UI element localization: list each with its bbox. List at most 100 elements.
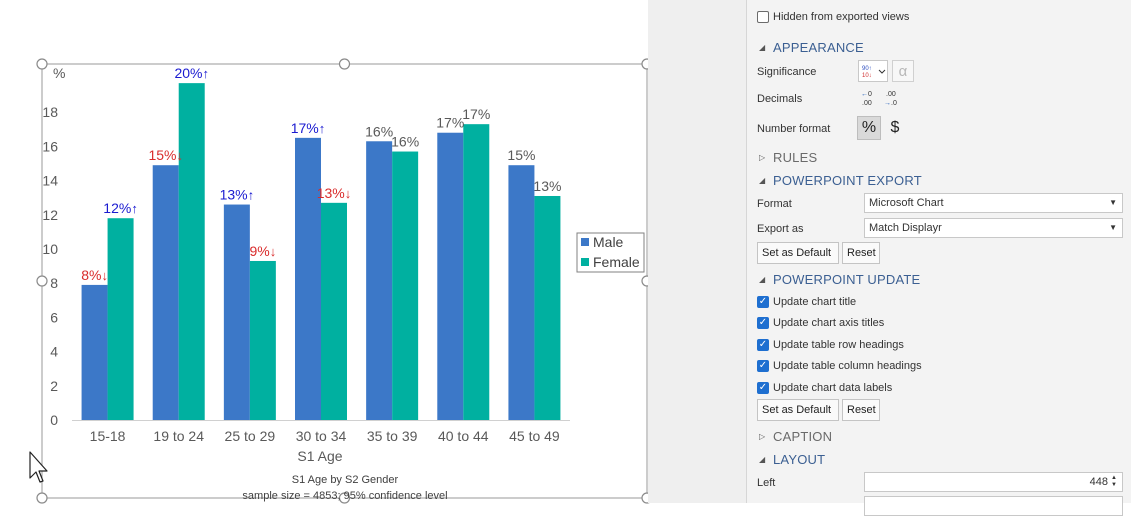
- export-as-select[interactable]: Match Displayr ▼: [864, 218, 1123, 238]
- y-axis-tick-labels: 0 2 4 6 8 10 12 14 16 18: [42, 104, 58, 428]
- bar-male: [81, 284, 108, 420]
- expanded-triangle-icon: ◢: [759, 43, 766, 52]
- resize-handle[interactable]: [36, 58, 48, 70]
- chart-canvas[interactable]: 0 2 4 6 8 10 12 14 16 18 % 8%↓ 12%↑ 15%↓ 20%↑ 13%↑ 9%↓…: [0, 0, 653, 504]
- bar-data-label: 9%↓: [249, 243, 276, 259]
- hidden-from-export-option[interactable]: Hidden from exported views: [757, 11, 909, 23]
- svg-text:90↑: 90↑: [862, 66, 872, 72]
- x-tick-label: 30 to 34: [296, 428, 347, 444]
- significance-dropdown[interactable]: 90↑ 10↓: [858, 60, 888, 82]
- update-option-column-headings[interactable]: ✓ Update table column headings: [757, 360, 922, 372]
- decrease-decimals-button[interactable]: ← 0 .00: [860, 88, 878, 108]
- svg-text:←: ←: [861, 91, 868, 98]
- y-tick-label: 0: [50, 412, 58, 428]
- section-caption[interactable]: ▷ CAPTION: [759, 429, 832, 444]
- left-input[interactable]: 448 ▲ ▼: [864, 472, 1123, 492]
- update-reset-button[interactable]: Reset: [842, 399, 880, 421]
- checkbox-checked-icon[interactable]: ✓: [757, 339, 769, 351]
- resize-handle[interactable]: [338, 58, 351, 70]
- stepper-icon[interactable]: ▲ ▼: [1111, 475, 1117, 488]
- svg-text:.00: .00: [886, 91, 896, 98]
- update-option-axis-titles[interactable]: ✓ Update chart axis titles: [757, 317, 884, 329]
- decimals-label: Decimals: [757, 93, 803, 105]
- section-layout-label: LAYOUT: [773, 452, 826, 467]
- format-select-value: Microsoft Chart: [869, 197, 944, 209]
- export-reset-button[interactable]: Reset: [842, 242, 880, 264]
- bar-data-label: 17%: [436, 115, 464, 131]
- mouse-cursor-icon: [29, 451, 48, 483]
- export-as-select-value: Match Displayr: [869, 222, 942, 234]
- bar-data-labels: 8%↓12%↑15%↓20%↑13%↑9%↓17%↑13%↓16%16%17%1…: [81, 65, 561, 283]
- bar-data-label: 17%: [462, 106, 490, 122]
- checkbox-checked-icon[interactable]: ✓: [757, 382, 769, 394]
- bar-female: [107, 218, 134, 420]
- x-axis-title: S1 Age: [297, 448, 342, 464]
- expanded-triangle-icon: ◢: [759, 275, 766, 284]
- checkbox-checked-icon[interactable]: ✓: [757, 296, 769, 308]
- section-rules[interactable]: ▷ RULES: [759, 150, 817, 165]
- y-tick-label: 16: [42, 138, 58, 154]
- checkbox-checked-icon[interactable]: ✓: [757, 317, 769, 329]
- chart-svg[interactable]: 0 2 4 6 8 10 12 14 16 18 % 8%↓ 12%↑ 15%↓ 20%↑ 13%↑ 9%↓…: [0, 0, 653, 504]
- currency-format-button[interactable]: $: [884, 116, 906, 140]
- bar-male: [366, 141, 393, 420]
- section-layout[interactable]: ◢ LAYOUT: [759, 452, 825, 467]
- properties-panel: Hidden from exported views ◢ APPEARANCE …: [746, 0, 1131, 516]
- bars: [81, 83, 561, 421]
- update-option-row-headings[interactable]: ✓ Update table row headings: [757, 339, 904, 351]
- bar-female: [321, 202, 347, 420]
- section-appearance-label: APPEARANCE: [773, 40, 864, 55]
- resize-handle[interactable]: [36, 275, 48, 287]
- y-tick-label: 6: [50, 309, 58, 325]
- y-tick-label: 18: [42, 104, 58, 120]
- increase-decimals-icon: .00 → .0: [884, 91, 897, 107]
- bar-data-label: 15%: [507, 147, 535, 163]
- update-set-as-default-button[interactable]: Set as Default: [757, 399, 839, 421]
- format-label: Format: [757, 198, 792, 210]
- bar-male: [152, 165, 179, 420]
- bar-data-label: 13%: [533, 178, 561, 194]
- format-select[interactable]: Microsoft Chart ▼: [864, 193, 1123, 213]
- x-axis-tick-labels: 15-18 19 to 24 25 to 29 30 to 34 35 to 39 40 …: [90, 428, 560, 444]
- x-tick-label: 15-18: [90, 428, 126, 444]
- bar-data-label: 13%↓: [317, 185, 352, 201]
- update-option-data-labels[interactable]: ✓ Update chart data labels: [757, 382, 892, 394]
- chevron-down-icon: ▼: [1109, 223, 1117, 232]
- bar-female: [392, 151, 419, 420]
- left-input-value: 448: [1089, 476, 1108, 488]
- legend-swatch: [581, 258, 589, 266]
- bar-data-label: 12%↑: [103, 200, 138, 216]
- update-option-label: Update chart data labels: [773, 382, 893, 394]
- y-tick-label: 4: [50, 344, 58, 360]
- section-appearance[interactable]: ◢ APPEARANCE: [759, 40, 864, 55]
- update-option-label: Update table row headings: [773, 339, 904, 351]
- checkbox-checked-icon[interactable]: ✓: [757, 360, 769, 372]
- increase-decimals-button[interactable]: .00 → .0: [883, 88, 901, 108]
- percent-format-button[interactable]: %: [857, 116, 881, 140]
- bar-female: [249, 260, 276, 420]
- section-powerpoint-export[interactable]: ◢ POWERPOINT EXPORT: [759, 173, 922, 188]
- hidden-from-export-checkbox[interactable]: [757, 11, 769, 23]
- dollar-icon: $: [890, 119, 900, 136]
- svg-text:10↓: 10↓: [862, 73, 872, 79]
- footnote-sample-size: sample size = 4853; 95% confidence level: [242, 490, 447, 502]
- legend-label: Female: [593, 254, 640, 270]
- top-input[interactable]: [864, 496, 1123, 516]
- bar-data-label: 15%↓: [148, 147, 183, 163]
- svg-text:→: →: [884, 100, 891, 107]
- bar-male: [223, 204, 250, 420]
- footnote-title: S1 Age by S2 Gender: [292, 474, 399, 486]
- bar-male: [508, 165, 535, 420]
- resize-handle[interactable]: [36, 492, 48, 504]
- export-set-as-default-button[interactable]: Set as Default: [757, 242, 839, 264]
- x-tick-label: 40 to 44: [438, 428, 489, 444]
- bar-data-label: 17%↑: [291, 120, 326, 136]
- left-label: Left: [757, 477, 776, 489]
- alpha-button[interactable]: α: [892, 60, 914, 82]
- section-powerpoint-update[interactable]: ◢ POWERPOINT UPDATE: [759, 272, 920, 287]
- decrease-decimals-icon: ← 0 .00: [861, 91, 872, 107]
- update-option-chart-title[interactable]: ✓ Update chart title: [757, 296, 856, 308]
- svg-text:.00: .00: [862, 100, 872, 107]
- expanded-triangle-icon: ◢: [759, 176, 766, 185]
- update-option-label: Update chart title: [773, 296, 857, 308]
